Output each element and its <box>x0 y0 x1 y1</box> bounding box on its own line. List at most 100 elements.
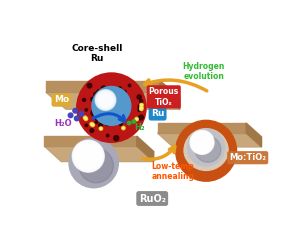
Circle shape <box>84 117 88 121</box>
Circle shape <box>189 131 207 148</box>
Circle shape <box>140 100 142 103</box>
Circle shape <box>96 90 115 110</box>
Circle shape <box>194 134 210 150</box>
Circle shape <box>95 117 98 120</box>
Circle shape <box>118 87 122 91</box>
Circle shape <box>135 117 138 121</box>
Circle shape <box>190 130 214 154</box>
Circle shape <box>94 92 98 97</box>
Circle shape <box>123 90 126 94</box>
Circle shape <box>190 132 206 147</box>
Text: Mo: Mo <box>54 95 69 104</box>
Circle shape <box>136 118 137 120</box>
Circle shape <box>140 103 143 107</box>
Circle shape <box>122 126 125 130</box>
Circle shape <box>85 124 88 126</box>
Polygon shape <box>46 81 160 92</box>
Text: Core-shell
Ru: Core-shell Ru <box>71 44 122 63</box>
Circle shape <box>140 107 143 111</box>
Circle shape <box>80 148 96 164</box>
Circle shape <box>114 136 119 141</box>
Circle shape <box>83 116 87 120</box>
Circle shape <box>93 99 97 103</box>
Circle shape <box>79 148 113 183</box>
Circle shape <box>195 136 221 162</box>
Circle shape <box>193 134 204 145</box>
Text: Mo:TiO₂: Mo:TiO₂ <box>229 153 266 162</box>
Circle shape <box>141 104 142 106</box>
Circle shape <box>99 94 112 106</box>
Circle shape <box>183 125 229 171</box>
Circle shape <box>92 86 131 125</box>
Circle shape <box>77 145 99 167</box>
Circle shape <box>82 98 85 101</box>
Circle shape <box>91 123 94 126</box>
Circle shape <box>103 89 108 94</box>
Text: Hydrogen
evolution: Hydrogen evolution <box>183 62 225 81</box>
Polygon shape <box>246 123 262 147</box>
Circle shape <box>101 86 106 91</box>
Circle shape <box>99 127 103 130</box>
Circle shape <box>195 135 209 149</box>
Circle shape <box>74 142 103 171</box>
Circle shape <box>68 113 73 118</box>
Circle shape <box>76 144 101 168</box>
Circle shape <box>85 118 87 120</box>
Polygon shape <box>44 146 154 162</box>
Circle shape <box>196 136 208 149</box>
Circle shape <box>105 120 110 126</box>
Circle shape <box>78 146 98 166</box>
Circle shape <box>199 139 206 146</box>
Circle shape <box>139 115 143 120</box>
Circle shape <box>101 96 110 104</box>
Circle shape <box>75 143 101 169</box>
Circle shape <box>95 90 116 110</box>
Circle shape <box>85 109 88 111</box>
Text: RuO₂: RuO₂ <box>139 193 166 203</box>
Circle shape <box>103 98 108 102</box>
Circle shape <box>191 133 205 146</box>
Circle shape <box>192 133 212 152</box>
Circle shape <box>84 152 92 160</box>
Circle shape <box>90 123 93 126</box>
Polygon shape <box>160 81 180 109</box>
Circle shape <box>119 123 122 126</box>
Circle shape <box>80 148 97 165</box>
Circle shape <box>190 131 214 154</box>
Circle shape <box>90 129 94 132</box>
Circle shape <box>193 133 211 152</box>
Circle shape <box>194 135 209 150</box>
Circle shape <box>98 92 113 108</box>
Circle shape <box>100 128 102 129</box>
Circle shape <box>92 124 94 126</box>
Circle shape <box>196 136 208 148</box>
Polygon shape <box>158 123 246 133</box>
Circle shape <box>83 151 93 161</box>
Circle shape <box>200 140 205 145</box>
Circle shape <box>91 110 96 116</box>
Circle shape <box>128 121 131 125</box>
Circle shape <box>192 132 212 153</box>
Circle shape <box>132 120 135 123</box>
Circle shape <box>100 94 111 106</box>
Circle shape <box>197 137 207 148</box>
Circle shape <box>187 129 209 150</box>
Circle shape <box>191 131 213 153</box>
Circle shape <box>79 147 98 165</box>
Circle shape <box>97 90 101 94</box>
Circle shape <box>74 116 79 121</box>
Circle shape <box>96 118 98 121</box>
Circle shape <box>79 112 84 116</box>
Circle shape <box>197 138 207 147</box>
Circle shape <box>77 145 100 168</box>
Circle shape <box>85 153 92 159</box>
Circle shape <box>72 140 104 172</box>
Circle shape <box>128 84 131 87</box>
Circle shape <box>73 108 77 113</box>
Text: Low-temp
annealing: Low-temp annealing <box>152 162 194 181</box>
Polygon shape <box>137 136 154 162</box>
Circle shape <box>140 106 143 109</box>
Circle shape <box>74 142 102 170</box>
Text: H₂O: H₂O <box>54 119 72 127</box>
Polygon shape <box>44 136 137 146</box>
